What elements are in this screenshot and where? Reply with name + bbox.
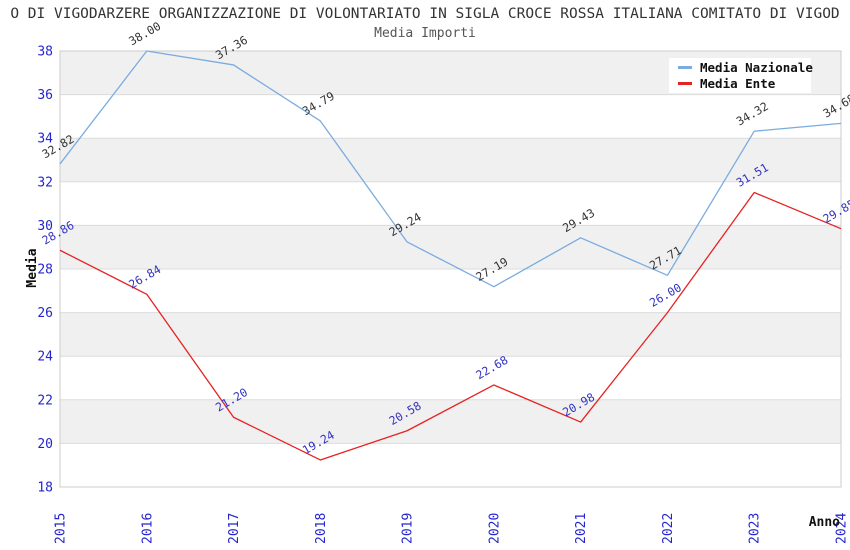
plot-band: [60, 399, 841, 444]
legend-label: Media Ente: [700, 76, 776, 92]
plot-border: [59, 50, 842, 488]
point-label: 22.68: [473, 353, 510, 382]
chart-title: O DI VIGODARZERE ORGANIZZAZIONE DI VOLON…: [10, 6, 840, 22]
point-label: 34.32: [734, 99, 771, 128]
legend-swatch-media-nazionale: [678, 65, 692, 69]
x-tick-label: 2015: [54, 513, 69, 544]
chart-subtitle: Media Importi: [374, 26, 476, 41]
x-tick-label: 2024: [835, 513, 850, 544]
legend-item-media-nazionale[interactable]: Media Nazionale: [678, 59, 813, 75]
plot-band: [60, 225, 841, 269]
x-tick-label: 2019: [401, 513, 416, 544]
point-label: 34.68: [821, 91, 850, 120]
x-tick-label: 2018: [314, 513, 329, 544]
point-label: 26.00: [647, 280, 684, 309]
y-tick-label: 18: [37, 481, 53, 496]
y-tick-label: 26: [37, 306, 53, 321]
y-axis-title: Media: [25, 248, 40, 287]
y-tick-label: 24: [37, 350, 53, 365]
y-tick-label: 34: [37, 132, 53, 147]
plot-band: [60, 138, 841, 182]
x-tick-label: 2022: [661, 513, 676, 544]
x-tick-label: 2017: [227, 513, 242, 544]
y-tick-label: 38: [37, 45, 53, 60]
y-tick-label: 32: [37, 175, 53, 190]
x-tick-label: 2021: [574, 513, 589, 544]
x-tick-label: 2020: [487, 513, 502, 544]
plot-band: [60, 312, 841, 357]
x-axis-title: Anno: [809, 515, 840, 530]
y-tick-label: 22: [37, 393, 53, 408]
legend-label: Media Nazionale: [700, 59, 813, 75]
y-tick-label: 30: [37, 219, 53, 234]
chart-legend: Media Nazionale Media Ente: [669, 58, 813, 93]
series-line-media-ente: [59, 191, 842, 461]
y-tick-label: 28: [37, 263, 53, 278]
series-line-media-nazionale: [59, 50, 842, 288]
x-tick-label: 2016: [140, 513, 155, 544]
x-tick-label: 2023: [748, 513, 763, 544]
point-label: 29.85: [821, 196, 850, 225]
legend-item-media-ente[interactable]: Media Ente: [678, 76, 811, 91]
legend-swatch-media-ente: [678, 82, 692, 86]
y-tick-label: 36: [37, 88, 53, 103]
y-tick-label: 20: [37, 437, 53, 452]
